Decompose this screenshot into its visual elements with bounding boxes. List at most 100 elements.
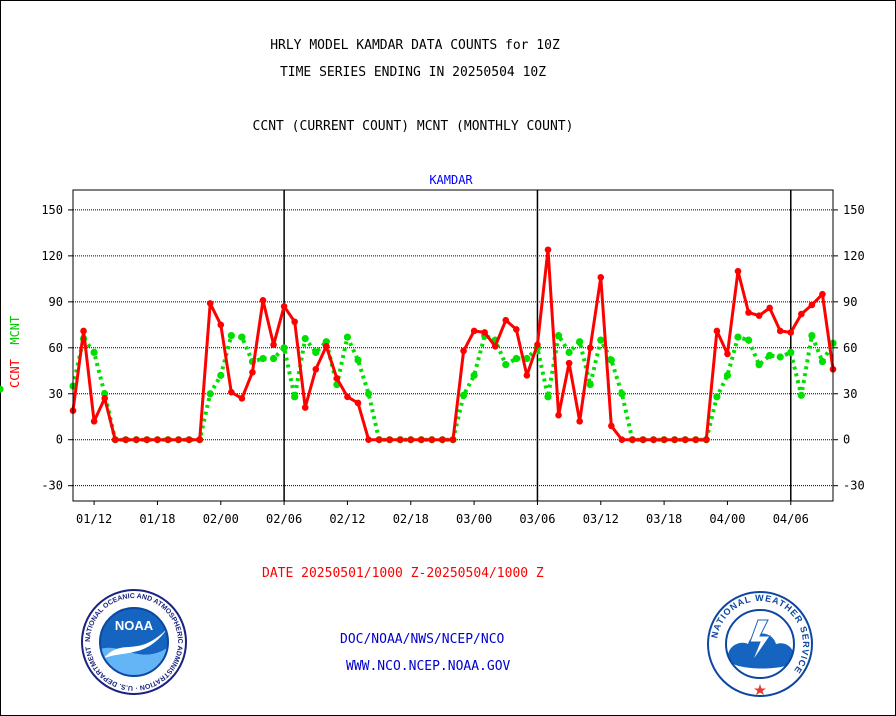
data-point-ccnt: [90, 418, 98, 425]
data-point-ccnt: [460, 347, 467, 355]
data-point-ccnt: [143, 436, 151, 444]
data-point-mcnt: [766, 351, 774, 360]
data-point-mcnt: [206, 390, 214, 398]
data-point-ccnt: [776, 327, 784, 335]
data-point-mcnt: [808, 331, 816, 340]
data-point-mcnt: [597, 336, 605, 344]
data-point-ccnt: [238, 395, 246, 402]
y-tick-label-left: -30: [41, 479, 63, 493]
data-point-ccnt: [713, 327, 721, 335]
data-point-mcnt: [101, 390, 109, 398]
data-point-ccnt: [724, 350, 731, 358]
date-range: DATE 20250501/1000 Z-20250504/1000 Z: [262, 566, 544, 581]
x-tick-label: 03/18: [646, 512, 682, 526]
y-tick-label-right: 0: [843, 433, 850, 447]
y-tick-label-right: -30: [843, 479, 865, 493]
data-point-ccnt: [639, 436, 647, 444]
data-point-ccnt: [344, 393, 351, 401]
data-point-ccnt: [80, 327, 87, 335]
x-tick-label: 02/18: [393, 512, 429, 526]
data-point-ccnt: [618, 436, 626, 444]
data-point-mcnt: [554, 331, 563, 340]
data-point-mcnt: [259, 354, 267, 363]
data-point-ccnt: [185, 436, 193, 444]
data-point-ccnt: [534, 341, 541, 349]
data-point-mcnt: [734, 333, 742, 341]
data-point-ccnt: [766, 304, 773, 312]
data-point-mcnt: [618, 390, 626, 398]
data-point-mcnt: [607, 356, 615, 364]
series-line-mcnt: [71, 333, 835, 442]
data-point-ccnt: [787, 329, 795, 336]
data-point-mcnt: [586, 380, 594, 389]
data-point-ccnt: [513, 326, 520, 333]
data-point-mcnt: [787, 348, 795, 356]
data-point-ccnt: [586, 344, 594, 352]
data-point-ccnt: [745, 309, 752, 316]
y-tick-label-right: 60: [843, 341, 857, 355]
data-point-mcnt: [818, 357, 827, 366]
x-tick-label: 04/00: [709, 512, 745, 526]
data-point-ccnt: [375, 436, 383, 444]
data-point-ccnt: [386, 436, 393, 444]
x-tick-label: 04/06: [773, 512, 809, 526]
data-point-ccnt: [396, 436, 404, 444]
data-point-mcnt: [797, 391, 805, 399]
data-point-ccnt: [259, 297, 267, 304]
data-point-ccnt: [312, 365, 320, 373]
x-tick-label: 03/06: [519, 512, 555, 526]
chart-title-line-2: TIME SERIES ENDING IN 20250504 10Z: [279, 65, 547, 80]
data-point-ccnt: [101, 395, 108, 402]
data-point-mcnt: [322, 338, 330, 346]
data-point-ccnt: [428, 436, 436, 444]
data-point-ccnt: [576, 418, 583, 425]
data-point-ccnt: [597, 274, 605, 281]
plot-area-border: [72, 189, 834, 502]
data-point-mcnt: [523, 354, 531, 363]
noaa-logo: NATIONAL OCEANIC AND ATMOSPHERIC ADMINIS…: [80, 588, 187, 695]
data-point-ccnt: [164, 436, 172, 444]
data-point-ccnt: [206, 300, 214, 307]
data-point-mcnt: [723, 371, 732, 379]
y-tick-label-left: 90: [49, 295, 63, 309]
data-point-ccnt: [819, 290, 826, 298]
data-point-ccnt: [354, 399, 362, 407]
data-point-mcnt: [470, 371, 478, 379]
data-point-mcnt: [312, 348, 320, 356]
nco-website-link[interactable]: WWW.NCO.NCEP.NOAA.GOV: [346, 659, 511, 674]
data-point-mcnt: [217, 371, 225, 379]
data-point-ccnt: [555, 411, 562, 419]
noaa-logo-label: NOAA: [115, 618, 154, 633]
data-point-ccnt: [228, 388, 235, 396]
x-tick-label: 03/00: [456, 512, 492, 526]
data-point-mcnt: [512, 354, 520, 363]
data-point-ccnt: [270, 341, 277, 349]
data-point-ccnt: [217, 321, 225, 329]
data-point-mcnt: [776, 353, 784, 361]
data-point-ccnt: [175, 436, 182, 444]
data-point-mcnt: [280, 344, 288, 352]
data-point-mcnt: [0, 385, 4, 393]
y-tick-label-right: 150: [843, 203, 865, 217]
data-point-ccnt: [196, 436, 203, 444]
data-point-mcnt: [269, 354, 278, 363]
y-tick-label-left: 120: [41, 249, 63, 263]
data-point-ccnt: [523, 372, 531, 379]
data-point-ccnt: [798, 310, 805, 318]
data-point-ccnt: [333, 375, 341, 382]
x-tick-label: 02/12: [329, 512, 365, 526]
data-point-ccnt: [122, 436, 130, 444]
station-label: KAMDAR: [429, 173, 473, 187]
data-point-ccnt: [133, 436, 140, 444]
y-tick-label-left: 0: [56, 433, 63, 447]
data-point-ccnt: [291, 318, 298, 326]
data-point-ccnt: [734, 267, 742, 275]
data-point-ccnt: [323, 342, 330, 350]
data-point-mcnt: [227, 331, 235, 340]
data-point-mcnt: [238, 333, 246, 341]
x-tick-label: 02/00: [203, 512, 239, 526]
doc-noaa-link[interactable]: DOC/NOAA/NWS/NCEP/NCO: [340, 632, 505, 647]
data-point-ccnt: [418, 436, 425, 444]
data-point-ccnt: [481, 329, 488, 336]
data-point-mcnt: [90, 348, 98, 356]
